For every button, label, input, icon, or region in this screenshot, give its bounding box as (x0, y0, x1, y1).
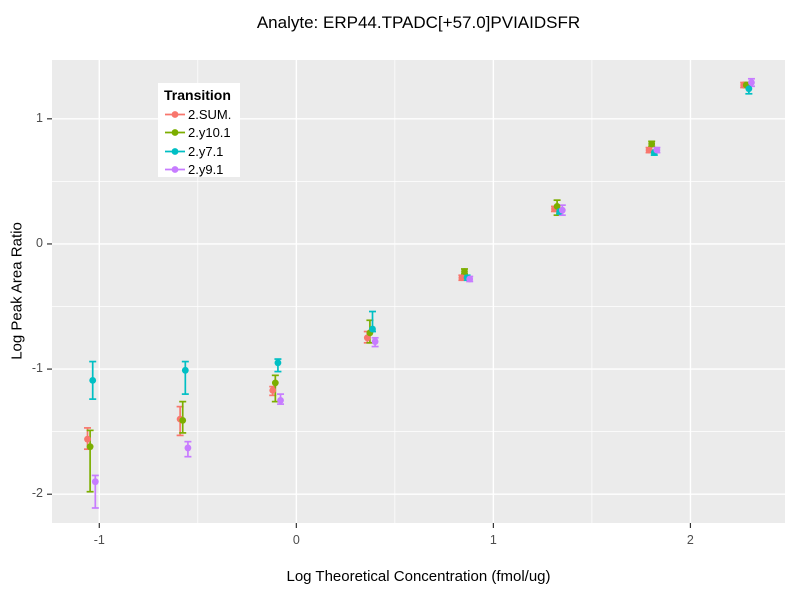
data-point (269, 386, 277, 394)
data-point (184, 444, 192, 452)
data-point (653, 146, 661, 154)
legend-key-icon (165, 166, 185, 174)
legend-item-label: 2.y10.1 (188, 125, 231, 141)
y-tick-label: -1 (31, 361, 43, 376)
y-tick-label: 0 (36, 235, 43, 250)
legend-items: 2.SUM. 2.y10.1 2.y7.1 2.y9.1 (164, 105, 240, 179)
data-point (645, 146, 653, 154)
data-point (461, 268, 468, 275)
data-point (369, 325, 376, 333)
data-point (277, 396, 284, 404)
data-point (748, 79, 755, 86)
data-point (558, 206, 566, 214)
legend-key-dot (171, 166, 179, 174)
data-point (466, 275, 474, 283)
x-tick-label: -1 (93, 533, 105, 547)
legend-item: 2.y10.1 (164, 124, 240, 143)
chart-title: Analyte: ERP44.TPADC[+57.0]PVIAIDSFR (256, 13, 581, 32)
legend-title: Transition (164, 87, 231, 103)
data-point (271, 379, 279, 387)
legend-item-label: 2.SUM. (188, 106, 232, 122)
data-point (91, 478, 99, 486)
x-tick-label: 2 (686, 533, 694, 547)
legend-key-dot (171, 147, 179, 155)
legend-item: 2.y9.1 (164, 161, 240, 180)
legend: Transition 2.SUM. 2.y10.1 2.y7.1 2.y9.1 (158, 83, 240, 177)
data-point (648, 140, 656, 148)
data-point (84, 435, 91, 443)
data-point (86, 443, 94, 451)
x-tick-label: 0 (292, 533, 300, 547)
x-axis-title: Log Theoretical Concentration (fmol/ug) (286, 568, 551, 585)
data-point (553, 203, 561, 210)
legend-item-label: 2.y9.1 (188, 162, 224, 178)
legend-key-icon (165, 129, 185, 137)
legend-key-dot (171, 110, 179, 118)
data-point (458, 274, 466, 282)
legend-key-icon (165, 147, 185, 155)
data-point (179, 416, 187, 424)
y-tick-label: 1 (36, 110, 43, 125)
data-point (89, 376, 97, 384)
legend-item: 2.y7.1 (164, 142, 240, 161)
legend-item: 2.SUM. (164, 105, 240, 124)
data-point (371, 338, 379, 345)
data-point (745, 85, 753, 93)
legend-key-icon (165, 110, 185, 118)
legend-item-label: 2.y7.1 (188, 143, 224, 159)
data-point (274, 359, 282, 367)
data-point (363, 334, 371, 342)
data-point (181, 366, 189, 374)
x-tick-label: 1 (489, 533, 497, 547)
y-tick-label: -2 (31, 486, 43, 501)
legend-key-dot (171, 129, 179, 137)
